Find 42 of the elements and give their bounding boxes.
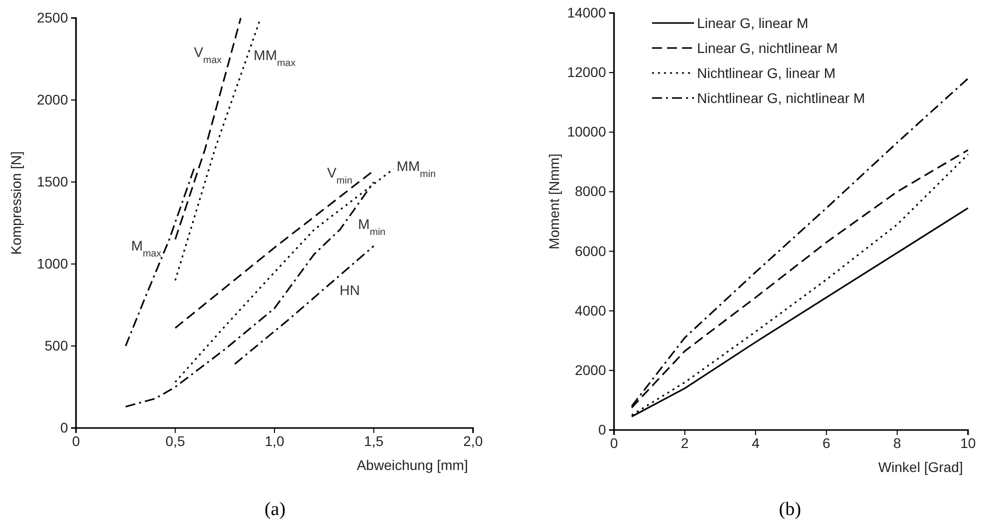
y-tick-label: 4000	[574, 302, 606, 318]
series-label: MM$_{min}$	[396, 158, 436, 180]
x-tick-label: 2	[680, 434, 689, 451]
legend-label: Nichtlinear G, linear M	[697, 64, 836, 81]
x-tick-label: 1,5	[364, 432, 384, 449]
series-label: M$_{max}$	[131, 237, 162, 259]
y-tick-label: 500	[44, 337, 68, 354]
y-tick-label: 1000	[36, 255, 68, 272]
y-axis-title: Moment [Nmm]	[546, 154, 562, 250]
y-tick-label: 12000	[567, 64, 606, 80]
y-axis-title: Kompression [N]	[8, 151, 24, 255]
y-tick-label: 1500	[36, 173, 68, 190]
y-tick-label: 2500	[36, 9, 68, 26]
y-tick-label: 8000	[574, 183, 606, 200]
series-label: HN	[340, 282, 360, 298]
x-tick-label: 6	[822, 434, 830, 451]
x-tick-label: 10	[960, 434, 976, 451]
y-tick-label: 14000	[567, 4, 606, 20]
x-tick-label: 1,0	[264, 432, 284, 449]
series-label: M$_{min}$	[358, 216, 386, 238]
x-tick-label: 8	[893, 434, 902, 451]
y-tick-label: 0	[60, 419, 68, 436]
legend-label: Linear G, nichtlinear M	[697, 40, 838, 56]
text: (b)	[778, 499, 802, 520]
series-label: V$_{max}$	[194, 44, 222, 66]
x-tick-label: 0	[72, 432, 80, 449]
y-tick-label: 2000	[574, 362, 606, 378]
series-label: MM$_{max}$	[254, 46, 296, 68]
y-tick-label: 2000	[36, 91, 68, 108]
x-axis-title: Abweichung [mm]	[356, 457, 468, 473]
y-tick-label: 0	[598, 421, 606, 438]
x-axis-title: Winkel [Grad]	[878, 459, 963, 475]
x-tick-label: 2,0	[463, 432, 483, 449]
x-tick-label: 4	[752, 434, 760, 451]
series-label: V$_{min}$	[327, 164, 352, 186]
y-tick-label: 10000	[567, 124, 606, 140]
text: (a)	[264, 499, 286, 520]
y-tick-label: 6000	[574, 242, 606, 259]
x-tick-label: 0,5	[166, 432, 186, 449]
legend-label: Linear G, linear M	[697, 14, 808, 31]
legend-label: Nichtlinear G, nichtlinear M	[697, 90, 866, 106]
x-tick-label: 0	[610, 434, 618, 451]
